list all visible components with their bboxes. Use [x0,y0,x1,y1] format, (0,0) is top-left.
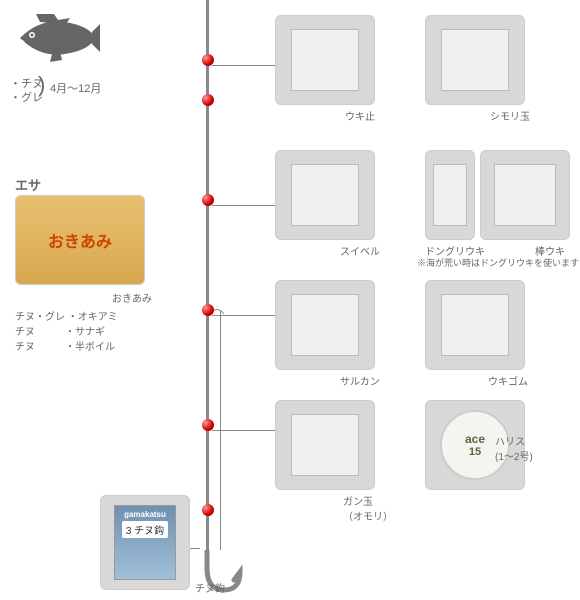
connector-2 [212,315,275,316]
main-line [206,0,209,555]
product-ukidome [275,15,375,105]
label-sarukan: サルカン [340,373,380,388]
product-sarukan [275,280,375,370]
product-chinubari: gamakatsu3 チヌ鈎 [100,495,190,590]
bracket-icon: ) [38,72,45,98]
label-swivel: スイベル [340,243,380,258]
note-text: ※海が荒い時はドングリウキを使います [417,256,579,269]
bait-list: チヌ・グレ ・オキアミ チヌ ・サナギ チヌ ・半ボイル [15,310,118,355]
connector-1 [212,205,275,206]
product-donguri [425,150,475,240]
product-swivel [275,150,375,240]
bait-photo: おきあみ [15,195,145,285]
product-gandama [275,400,375,490]
marker-5 [202,504,214,516]
bait-section-title: エサ [15,175,41,194]
season-text: 4月〜12月 [50,80,101,96]
bait-photo-label: おきあみ [112,290,152,305]
fish-icon [10,10,100,65]
product-ukigomu [425,280,525,370]
label-ukigomu: ウキゴム [488,373,528,388]
label-chinubari: チヌ鈎 [195,580,225,595]
product-bouki [480,150,570,240]
label-harisu: ハリス(1〜2号) [495,433,533,463]
product-shimori [425,15,525,105]
label-shimori: シモリ玉 [490,108,530,123]
label-gandama: ガン玉（オモリ） [343,493,393,523]
connector-0 [212,65,275,66]
bait-photo-text: おきあみ [48,228,112,252]
marker-1 [202,94,214,106]
connector-3 [212,430,275,431]
label-ukidome: ウキ止 [345,108,375,123]
